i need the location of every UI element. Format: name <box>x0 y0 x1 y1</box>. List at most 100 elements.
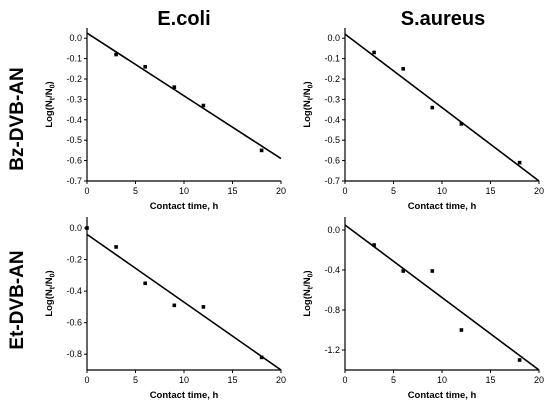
x-tick-label: 15 <box>227 186 237 196</box>
fit-line <box>344 224 540 371</box>
x-axis-label: Contact time, h <box>150 201 219 212</box>
y-axis-label-part: 0 <box>50 273 57 277</box>
y-tick-label: -0.7 <box>324 176 340 186</box>
data-point <box>143 281 147 286</box>
y-axis-label-part: t <box>50 97 57 100</box>
fit-line <box>86 233 282 371</box>
data-point <box>517 358 522 362</box>
y-axis-label-part: t <box>50 286 57 289</box>
x-tick-label: 5 <box>391 186 396 196</box>
y-tick-label: 0.0 <box>69 223 82 233</box>
data-point <box>401 269 405 273</box>
x-tick-label: 5 <box>133 186 138 196</box>
y-axis-label-part: /N <box>44 277 55 287</box>
x-tick-label: 0 <box>342 186 347 196</box>
y-axis-label: Log(Nt/N0) <box>44 81 57 127</box>
column-title-saureus: S.aureus <box>401 8 485 30</box>
y-axis-label-part: Log(N <box>44 289 55 317</box>
data-point <box>430 105 435 110</box>
x-tick-label: 20 <box>534 375 544 385</box>
y-tick-label: 0.0 <box>327 33 340 43</box>
y-axis-label-part: /N <box>302 277 313 287</box>
y-tick-label: -0.6 <box>324 156 340 166</box>
x-tick-label: 0 <box>342 375 347 385</box>
y-tick-label: -0.5 <box>66 135 82 145</box>
fit-line <box>86 32 282 160</box>
x-tick-label: 5 <box>133 375 138 385</box>
y-axis-label-part: 0 <box>308 84 315 88</box>
data-point <box>459 328 464 332</box>
data-point <box>201 305 206 309</box>
y-tick-label: 0.0 <box>327 225 340 235</box>
data-point <box>372 243 376 247</box>
data-point <box>143 64 147 69</box>
column-title-ecoli: E.coli <box>157 8 210 30</box>
y-axis-label-part: /N <box>302 88 313 98</box>
y-tick-label: -0.4 <box>324 115 340 125</box>
y-axis-label-part: Log(N <box>44 100 55 128</box>
data-point <box>85 226 89 230</box>
y-axis-label-part: t <box>308 286 315 289</box>
y-axis-label-part: ) <box>302 81 313 84</box>
x-tick-label: 10 <box>437 186 447 196</box>
y-tick-label: -0.6 <box>66 318 82 328</box>
y-tick-label: -0.6 <box>66 156 82 166</box>
data-point <box>517 160 522 165</box>
data-point <box>114 52 118 57</box>
y-axis-label-part: ) <box>44 270 55 273</box>
y-axis-label-part: Log(N <box>302 100 313 128</box>
x-axis-label: Contact time, h <box>408 201 477 212</box>
panels: 0 5 10 15 20 0.0 -0.1 -0.2 -0.3 -0.4 -0.5 -0.6 -0.7 C… <box>44 28 544 401</box>
y-axis-label: Log(Nt/N0) <box>44 270 57 316</box>
data-point <box>172 303 177 308</box>
y-tick-label: -0.2 <box>66 74 82 84</box>
x-tick-label: 15 <box>485 186 495 196</box>
y-axis-label-part: ) <box>302 270 313 273</box>
data-point <box>114 245 118 249</box>
y-axis-label-part: 0 <box>308 273 315 277</box>
x-tick-label: 20 <box>276 375 286 385</box>
x-tick-label: 10 <box>179 375 189 385</box>
x-axis-label: Contact time, h <box>150 390 219 401</box>
y-axis-label-part: /N <box>44 88 55 98</box>
panel-ecoli-et: 0 5 10 15 20 0.0 -0.2 -0.4 -0.6 -0.8 Contact time,… <box>44 217 286 401</box>
row-title-bz-dvb-an: Bz-DVB-AN <box>7 67 28 170</box>
fit-line <box>344 33 540 182</box>
data-point <box>201 103 206 108</box>
data-point <box>401 67 405 71</box>
x-axis-label: Contact time, h <box>408 390 477 401</box>
x-tick-label: 20 <box>276 186 286 196</box>
y-tick-label: -0.5 <box>324 135 340 145</box>
y-tick-label: -0.4 <box>66 286 82 296</box>
y-tick-label: -0.2 <box>324 74 340 84</box>
data-point <box>430 269 435 273</box>
y-tick-label: -0.2 <box>66 255 82 265</box>
y-axis-label-part: t <box>308 97 315 100</box>
panel-ecoli-bz: 0 5 10 15 20 0.0 -0.1 -0.2 -0.3 -0.4 -0.5 -0.6 -0.7 C… <box>44 28 286 212</box>
x-tick-label: 0 <box>84 375 89 385</box>
panel-saureus-bz: 0 5 10 15 20 0.0 -0.1 -0.2 -0.3 -0.4 -0.5 -0.6 -0.7 C… <box>302 28 544 212</box>
y-axis-label-part: Log(N <box>302 289 313 317</box>
x-tick-label: 10 <box>437 375 447 385</box>
y-tick-label: -0.7 <box>66 176 82 186</box>
y-tick-label: -0.3 <box>324 94 340 104</box>
x-tick-label: 15 <box>485 375 495 385</box>
x-tick-label: 20 <box>534 186 544 196</box>
data-point <box>372 50 376 55</box>
y-tick-label: -0.8 <box>66 349 82 359</box>
x-tick-label: 10 <box>179 186 189 196</box>
data-point <box>259 355 264 360</box>
y-tick-label: -0.4 <box>324 265 340 275</box>
data-point <box>172 85 177 89</box>
y-axis-label: Log(Nt/N0) <box>302 81 315 127</box>
y-tick-label: 0.0 <box>69 33 82 43</box>
y-tick-label: -0.4 <box>66 115 82 125</box>
row-title-et-dvb-an: Et-DVB-AN <box>7 250 28 349</box>
y-axis-label: Log(Nt/N0) <box>302 270 315 316</box>
x-tick-label: 5 <box>391 375 396 385</box>
x-tick-label: 15 <box>227 375 237 385</box>
y-tick-label: -0.1 <box>324 54 340 64</box>
x-tick-label: 0 <box>84 186 89 196</box>
y-tick-label: -1.2 <box>324 345 340 355</box>
